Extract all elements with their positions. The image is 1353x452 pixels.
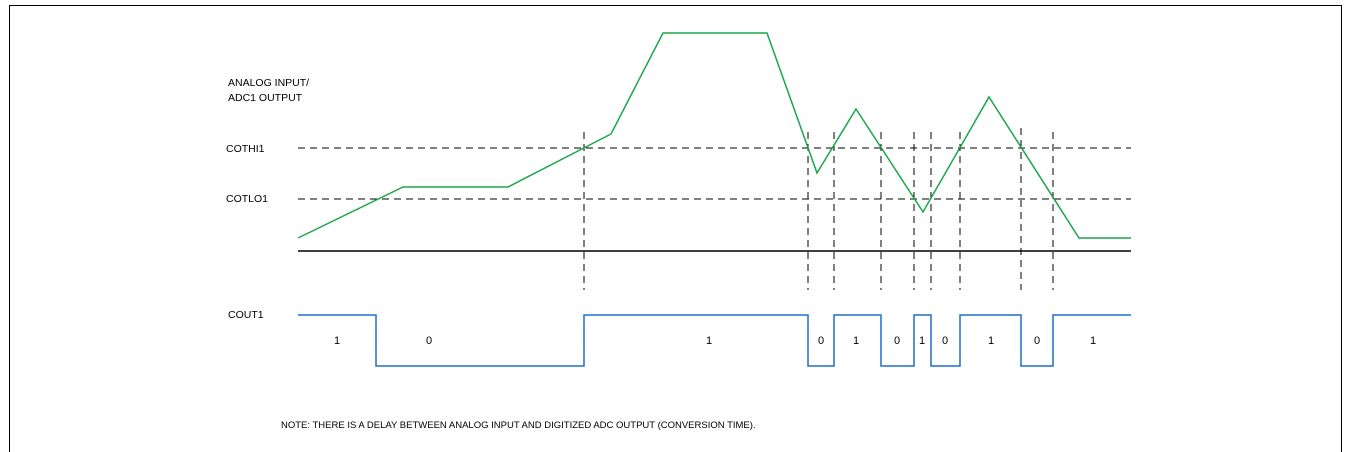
bit-label: 0 bbox=[894, 335, 900, 347]
transition-markers bbox=[583, 128, 1054, 290]
cout1-label: COUT1 bbox=[228, 309, 264, 321]
conversion-time-note: NOTE: THERE IS A DELAY BETWEEN ANALOG IN… bbox=[281, 420, 756, 431]
bit-label: 1 bbox=[988, 335, 994, 347]
bit-label: 0 bbox=[426, 335, 432, 347]
bit-label: 1 bbox=[853, 335, 859, 347]
bit-label: 0 bbox=[818, 335, 824, 347]
cotlo1-label: COTLO1 bbox=[226, 193, 268, 205]
analog-input-label-line1: ANALOG INPUT/ bbox=[228, 77, 309, 89]
analog-input-label-line2: ADC1 OUTPUT bbox=[228, 92, 303, 104]
cothi1-label: COTHI1 bbox=[226, 143, 265, 155]
bit-label: 0 bbox=[942, 335, 948, 347]
diagram-frame bbox=[9, 5, 1342, 452]
bit-label: 1 bbox=[334, 335, 340, 347]
bit-label: 1 bbox=[706, 335, 712, 347]
cout1-digital-waveform bbox=[298, 314, 1131, 367]
bit-label: 1 bbox=[919, 335, 925, 347]
bit-label: 0 bbox=[1034, 335, 1040, 347]
analog-input-waveform bbox=[297, 32, 1131, 239]
bit-label: 1 bbox=[1090, 335, 1096, 347]
